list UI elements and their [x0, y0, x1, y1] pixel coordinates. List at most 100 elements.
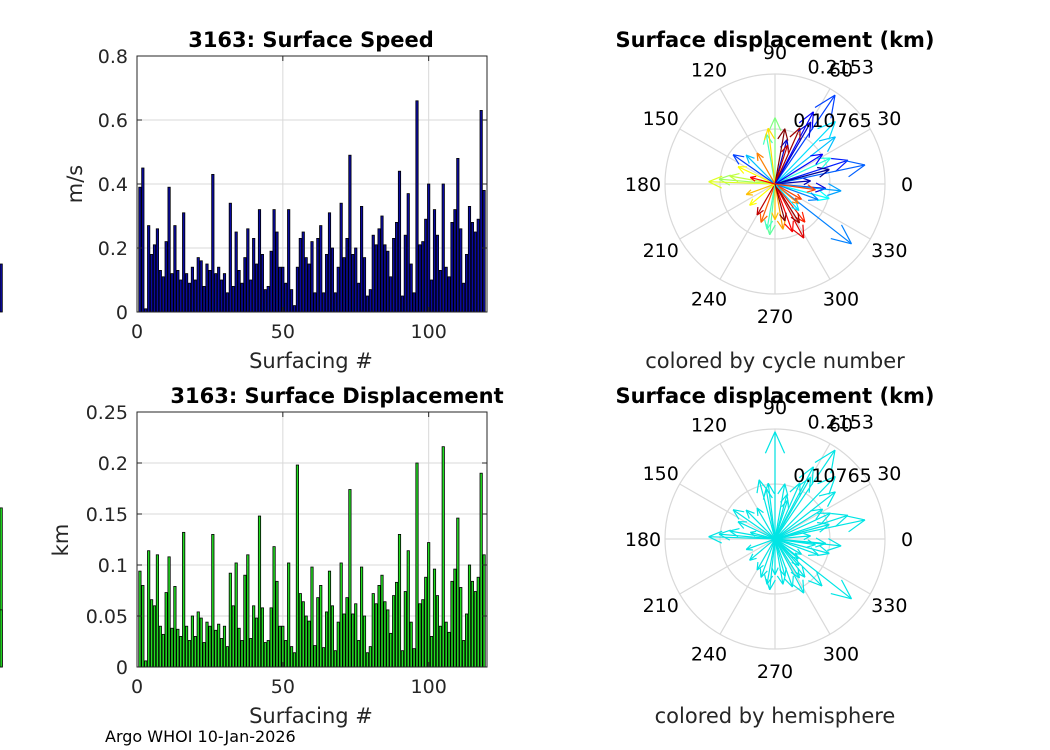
compass-hemisphere-arrow-head [777, 483, 786, 495]
compass-cycle-arrow [774, 144, 790, 185]
speed-bar [438, 269, 442, 313]
compass-hemisphere-arrow-head [810, 547, 819, 556]
speed-bar [0, 263, 3, 313]
displacement-bar [234, 562, 238, 668]
compass-hemisphere-arrow-head [797, 548, 802, 555]
displacement-bar [292, 652, 297, 668]
compass-cycle-arrow-head [811, 111, 814, 130]
speed-bar [155, 228, 159, 313]
compass-hemisphere-arrow [756, 507, 776, 540]
displacement-bar [432, 568, 437, 668]
displacement-bar [374, 603, 378, 668]
compass-cycle-arrow-head [808, 122, 812, 138]
speed-bar [255, 263, 259, 313]
speed-bar [193, 279, 197, 313]
displacement-bar [187, 640, 192, 668]
speed-bar [357, 282, 361, 313]
displacement-bar [176, 628, 180, 668]
compass-cycle-arrow [763, 127, 776, 185]
compass-hemisphere-arrow [774, 491, 836, 540]
compass-cycle-arrow [759, 183, 776, 223]
speed-bar [290, 289, 294, 313]
speed-bar [278, 266, 282, 313]
compass-hemisphere-arrow [756, 538, 776, 571]
displacement-bar [365, 652, 369, 668]
displacement-bar [304, 615, 308, 668]
compass-hemisphere-arrow-head [756, 507, 764, 514]
compass-cycle-arrow-head [708, 181, 722, 189]
compass-hemisphere-arrow-head [808, 580, 823, 587]
compass-hemisphere-arrow-shaft [756, 538, 776, 571]
displacement-bar [190, 615, 194, 668]
compass-cycle-arrow [774, 183, 787, 222]
speed-bar [368, 289, 372, 313]
displacement-bar [380, 574, 384, 668]
displacement-bar [430, 636, 434, 668]
compass-hemisphere-arrow-head [745, 544, 752, 550]
compass-hemisphere-arrow [774, 449, 836, 540]
compass-hemisphere-arrow-head [776, 575, 784, 585]
displacement-y-tick-label: 0.15 [86, 504, 128, 526]
speed-bar [231, 285, 235, 313]
compass-hemisphere-arrow-head [745, 509, 750, 519]
compass-cycle-vectors [708, 94, 866, 245]
compass-cycle-arrow [737, 166, 776, 185]
compass-hemisphere-arrow-head [801, 566, 806, 578]
displacement-bar [450, 580, 454, 668]
speed-bar [196, 257, 200, 313]
compass-cycle-arrow-head [784, 212, 787, 222]
speed-bar [462, 282, 466, 313]
displacement-bar [386, 609, 390, 668]
displacement-bar [152, 605, 157, 668]
compass-hemisphere-angle-label: 210 [643, 595, 679, 617]
compass-cycle-arrow-head [777, 128, 786, 140]
compass-cycle-arrow-head [764, 219, 768, 230]
compass-cycle-arrow-head [768, 117, 776, 132]
compass-cycle-arrow-shaft [737, 166, 776, 185]
speed-bar [295, 266, 299, 313]
compass-cycle-arrow-head [815, 182, 827, 190]
compass-hemisphere-arrow-head [817, 552, 830, 557]
compass-hemisphere-arrow-head [764, 574, 768, 585]
compass-hemisphere-arrow-shaft [774, 476, 836, 540]
displacement-bar [354, 603, 358, 668]
compass-hemisphere-arrow [774, 538, 786, 585]
displacement-bar [275, 580, 279, 668]
compass-hemisphere-arrow-head [732, 509, 745, 513]
compass-hemisphere-arrow-head [737, 521, 745, 529]
compass-hemisphere-arrow-shaft [756, 507, 776, 540]
compass-cycle-arrow-shaft [774, 183, 830, 200]
compass-hemisphere-arrow-head [749, 557, 757, 561]
speed-bar [467, 205, 472, 313]
speed-bar [447, 276, 451, 313]
compass-hemisphere-arrow-head [729, 528, 740, 532]
speed-bar [430, 279, 434, 313]
compass-cycle-arrow [745, 183, 776, 196]
displacement-bar [360, 566, 364, 668]
compass-hemisphere-angle-label: 120 [691, 415, 727, 437]
compass-cycle-arrow-head [797, 193, 802, 200]
compass-hemisphere-arrow-head [808, 554, 819, 556]
compass-cycle-arrow-head [774, 117, 782, 132]
compass-hemisphere-arrow-head [794, 553, 802, 555]
compass-hemisphere-arrow-head [774, 567, 779, 576]
speed-y-tick-label: 0.2 [98, 238, 128, 260]
compass-cycle-arrow [774, 153, 824, 185]
compass-cycle-arrow-head [769, 224, 776, 236]
compass-cycle-arrow-shaft [769, 183, 776, 235]
displacement-bar [138, 570, 142, 668]
compass-hemisphere-arrow [749, 538, 776, 561]
speed-bar [307, 263, 311, 313]
compass-cycle-arrow-head [826, 136, 836, 152]
displacement-bar [322, 647, 326, 668]
compass-cycle-arrow-head [797, 121, 812, 132]
displacement-bar [447, 631, 451, 668]
displacement-x-tick-label: 100 [411, 676, 447, 698]
compass-cycle-arrow [756, 152, 776, 185]
speed-bar [205, 263, 209, 313]
compass-cycle-polar-axes [664, 73, 886, 295]
compass-hemisphere-arrow [774, 508, 824, 540]
displacement-bar [260, 607, 264, 668]
compass-cycle-arrow-head [830, 94, 836, 119]
compass-hemisphere-arrow [708, 530, 776, 544]
